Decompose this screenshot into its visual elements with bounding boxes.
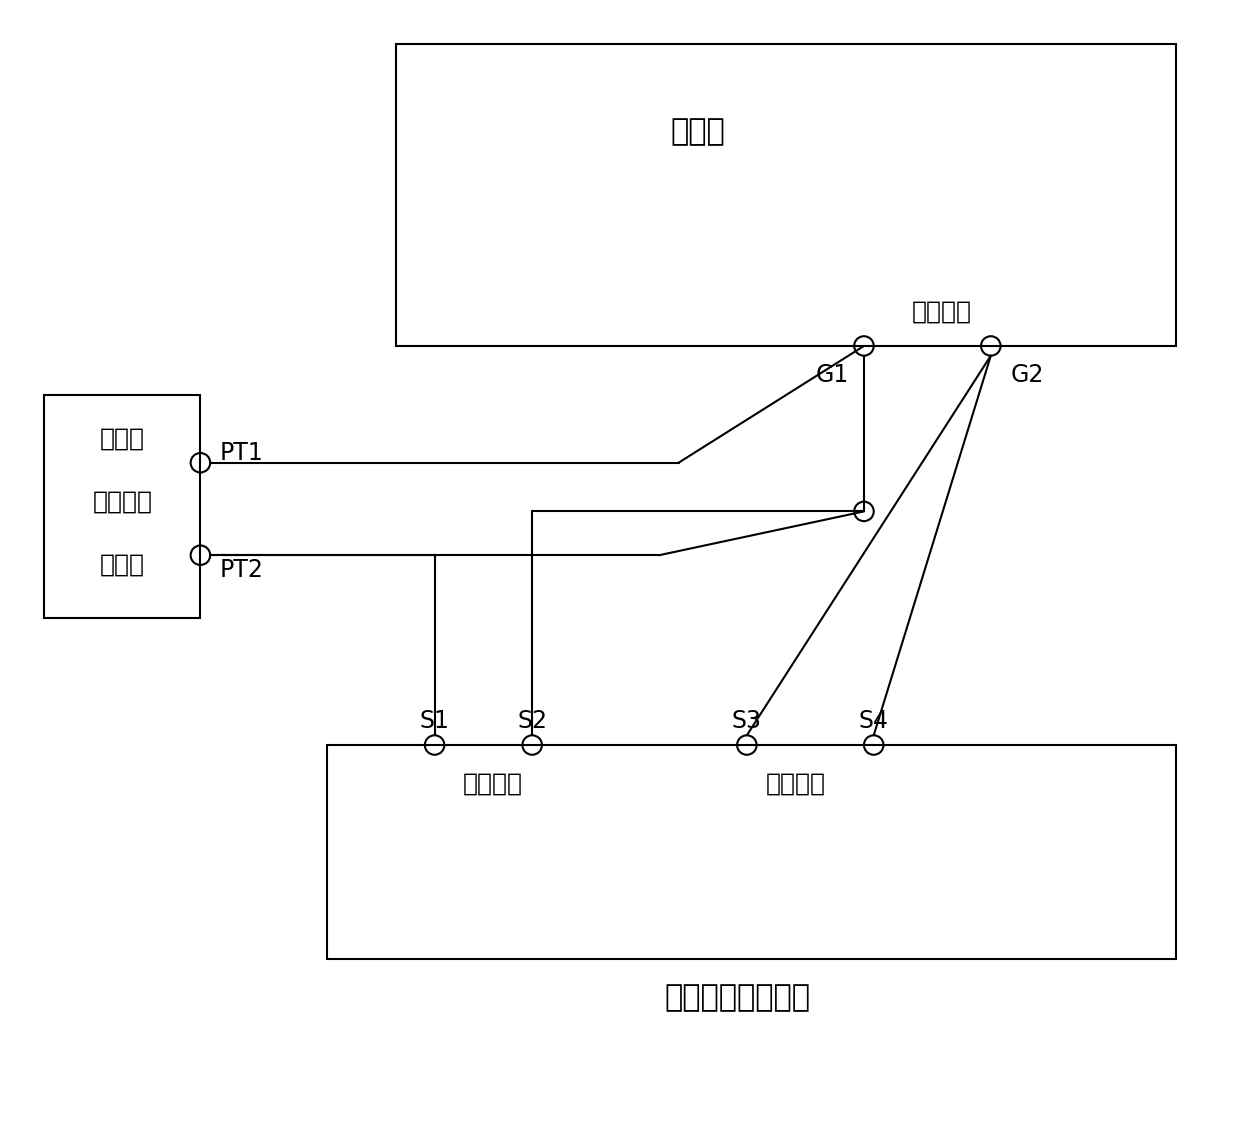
Bar <box>327 745 1177 959</box>
Text: S1: S1 <box>419 709 450 733</box>
Text: G2: G2 <box>1011 363 1044 388</box>
Text: G1: G1 <box>816 363 849 388</box>
Text: S4: S4 <box>859 709 889 733</box>
Text: S2: S2 <box>517 709 547 733</box>
Text: PT2: PT2 <box>219 558 264 582</box>
Text: 测频端子: 测频端子 <box>464 772 523 796</box>
Text: 发频端子: 发频端子 <box>765 772 826 796</box>
Bar <box>45 394 201 619</box>
Text: S3: S3 <box>732 709 761 733</box>
Text: 调速器综合测试仪: 调速器综合测试仪 <box>665 984 810 1013</box>
Text: 发电机: 发电机 <box>100 426 145 451</box>
Text: 调速器: 调速器 <box>671 117 725 147</box>
Text: 互感器: 互感器 <box>100 553 145 577</box>
Text: PT1: PT1 <box>219 441 264 465</box>
Bar <box>396 44 1177 346</box>
Text: 机端电压: 机端电压 <box>92 490 153 514</box>
Text: 测频端子: 测频端子 <box>911 300 972 323</box>
